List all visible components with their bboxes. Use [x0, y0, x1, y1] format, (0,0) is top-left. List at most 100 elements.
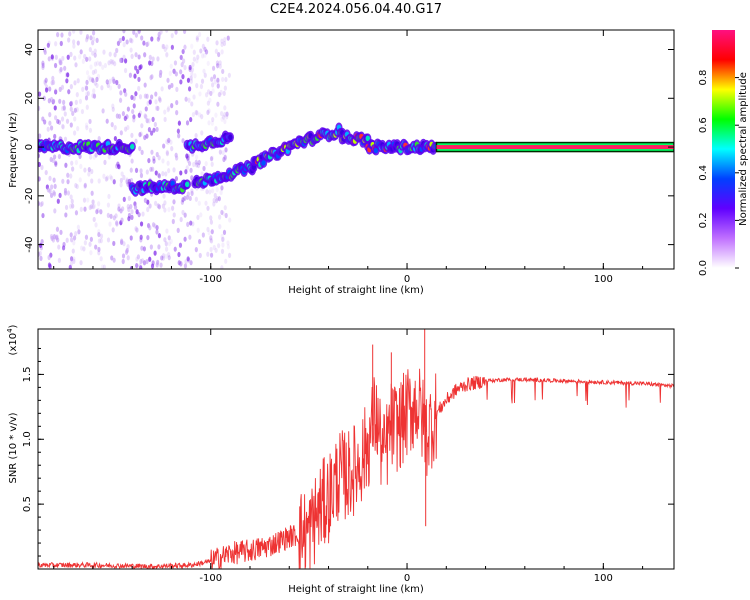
- snr-line: [38, 368, 674, 569]
- noise-dot: [130, 209, 134, 215]
- noise-dot: [170, 33, 174, 39]
- noise-dot: [91, 69, 96, 76]
- noise-dot: [87, 171, 91, 177]
- noise-dot: [70, 237, 74, 243]
- noise-dot: [59, 60, 63, 66]
- noise-dot: [226, 244, 230, 250]
- noise-dot: [46, 187, 50, 193]
- noise-dot: [155, 225, 159, 231]
- noise-dot: [92, 88, 96, 94]
- snr-xtick-label: 100: [594, 573, 613, 584]
- noise-dot: [208, 189, 212, 195]
- colorbar-tick-label: 0.6: [698, 117, 709, 133]
- snr-ytick-label: 0.5: [22, 496, 33, 512]
- noise-dot: [216, 243, 221, 249]
- noise-dot: [58, 86, 62, 92]
- noise-dot: [214, 247, 218, 253]
- noise-dot: [68, 31, 72, 37]
- noise-dot: [38, 91, 42, 97]
- noise-dot: [86, 90, 90, 97]
- noise-dot: [145, 133, 149, 139]
- noise-dot: [82, 197, 87, 203]
- noise-dot: [58, 98, 62, 104]
- noise-dot: [60, 32, 64, 38]
- noise-dot: [221, 76, 225, 83]
- noise-dot: [195, 110, 199, 116]
- noise-dot: [134, 138, 138, 144]
- noise-dot: [124, 249, 129, 255]
- noise-dot: [97, 238, 102, 244]
- noise-dot: [190, 101, 194, 107]
- noise-dot: [90, 190, 94, 196]
- colorbar-tick-label: 0.0: [698, 260, 709, 276]
- noise-dot: [103, 159, 107, 165]
- noise-dot: [176, 227, 180, 233]
- noise-dot: [48, 175, 52, 181]
- noise-dot: [112, 179, 116, 185]
- noise-dot: [181, 209, 185, 216]
- noise-dot: [65, 78, 69, 84]
- noise-dot: [151, 116, 155, 122]
- track-core-blob: [228, 134, 233, 141]
- noise-dot: [156, 259, 160, 265]
- noise-dot: [147, 127, 152, 133]
- noise-dot: [220, 236, 225, 243]
- noise-dot: [122, 42, 126, 48]
- noise-dot: [52, 191, 57, 197]
- noise-dot: [220, 209, 224, 216]
- noise-dot: [189, 75, 193, 81]
- noise-dot: [176, 128, 180, 134]
- noise-dot: [137, 212, 141, 218]
- noise-dot: [167, 255, 171, 261]
- noise-dot: [203, 52, 207, 58]
- noise-dot: [195, 83, 199, 89]
- noise-dot: [54, 54, 58, 60]
- noise-dot: [91, 40, 95, 46]
- noise-dot: [166, 107, 170, 113]
- noise-dot: [88, 76, 93, 83]
- noise-dot: [56, 32, 60, 38]
- spectrogram-tracks: [38, 122, 674, 197]
- noise-dot: [139, 258, 143, 265]
- noise-dot: [192, 56, 196, 62]
- noise-dot: [219, 89, 223, 95]
- track-core-blob: [130, 143, 135, 150]
- noise-dot: [138, 132, 142, 138]
- noise-dot: [188, 86, 192, 92]
- noise-dot: [228, 217, 232, 223]
- noise-dot: [119, 90, 123, 96]
- noise-dot: [63, 65, 67, 71]
- noise-dot: [163, 207, 167, 213]
- track-core-blob: [373, 147, 379, 154]
- noise-dot: [174, 71, 178, 77]
- noise-dot: [117, 206, 121, 212]
- colorbar-gradient: [712, 30, 735, 268]
- noise-dot: [134, 167, 139, 173]
- noise-dot: [207, 108, 211, 114]
- noise-dot: [38, 105, 41, 111]
- noise-dot: [220, 49, 224, 55]
- snr-ytick-label: 1.0: [22, 431, 33, 447]
- noise-dot: [85, 79, 89, 85]
- noise-dot: [169, 63, 173, 69]
- noise-dot: [55, 234, 59, 240]
- noise-dot: [103, 62, 108, 69]
- noise-dot: [155, 229, 159, 235]
- noise-dot: [218, 149, 222, 155]
- noise-dot: [96, 73, 101, 79]
- noise-dot: [93, 48, 97, 54]
- noise-dot: [122, 54, 126, 60]
- noise-dot: [177, 120, 182, 126]
- noise-dot: [209, 238, 214, 244]
- noise-dot: [129, 204, 133, 210]
- noise-dot: [104, 176, 108, 182]
- noise-dot: [177, 133, 181, 139]
- noise-dot: [216, 101, 220, 107]
- noise-dot: [163, 116, 167, 123]
- noise-dot: [90, 178, 94, 184]
- noise-dot: [58, 192, 62, 198]
- noise-dot: [164, 246, 169, 252]
- noise-dot: [139, 265, 143, 269]
- noise-dot: [143, 134, 147, 141]
- noise-dot: [143, 82, 147, 88]
